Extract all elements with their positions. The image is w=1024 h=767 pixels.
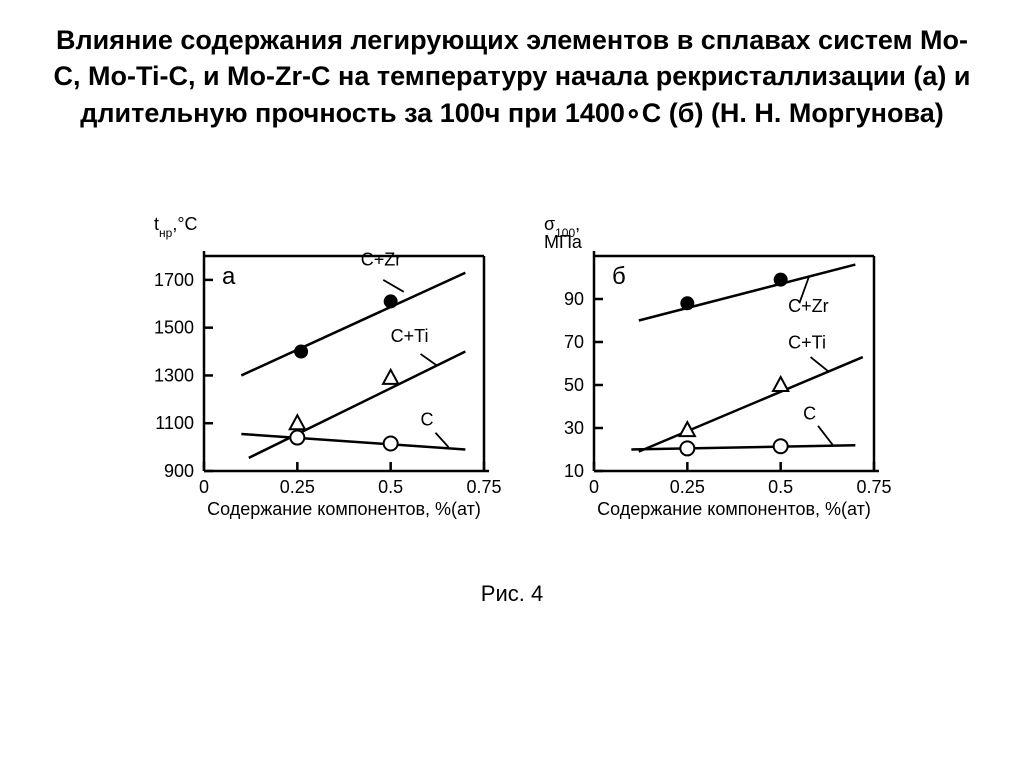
svg-text:C: C [421,410,434,430]
svg-text:а: а [222,263,236,290]
svg-text:70: 70 [564,332,584,352]
svg-text:1100: 1100 [155,414,194,434]
svg-text:0.5: 0.5 [768,477,793,497]
svg-text:Содержание компонентов, %(ат): Содержание компонентов, %(ат) [207,499,481,519]
svg-text:0.5: 0.5 [378,477,403,497]
figure-caption: Рис. 4 [40,581,984,607]
svg-text:0.75: 0.75 [856,477,891,497]
chart-a-svg: 0 0.25 0.5 0.75Содержание компонентов, %(ат… [132,211,502,521]
chart-b-svg: 0 0.25 0.5 0.75Содержание компонентов, %(ат… [522,211,892,521]
svg-text:90: 90 [564,289,584,309]
charts-row: 00.250.50.75Содержание компонентов, %(ат… [40,211,984,521]
svg-text:0.25: 0.25 [280,477,315,497]
chart-a: 0 0.25 0.5 0.75Содержание компонентов, %(ат… [132,211,502,521]
svg-text:C: C [803,404,816,424]
page-title: Влияние содержания легирующих элементов … [52,22,972,131]
svg-text:900: 900 [164,461,194,481]
svg-text:1500: 1500 [154,318,194,338]
svg-text:C+Zr: C+Zr [788,296,829,316]
svg-text:0.25: 0.25 [670,477,705,497]
svg-text:1700: 1700 [154,270,194,290]
svg-text:0: 0 [589,477,599,497]
svg-text:50: 50 [564,375,584,395]
svg-text:C+Zr: C+Zr [361,250,402,270]
svg-text:1300: 1300 [154,366,194,386]
svg-text:МПа: МПа [544,232,583,252]
svg-text:C+Ti: C+Ti [788,333,826,353]
svg-text:10: 10 [564,461,584,481]
svg-text:б: б [612,263,626,290]
svg-text:C+Ti: C+Ti [391,326,429,346]
svg-text:tнр,°С: tнр,°С [154,214,198,240]
svg-text:Содержание компонентов, %(ат): Содержание компонентов, %(ат) [597,499,871,519]
chart-b: 0 0.25 0.5 0.75Содержание компонентов, %(ат… [522,211,892,521]
svg-text:30: 30 [564,418,584,438]
svg-text:0: 0 [199,477,209,497]
svg-text:0.75: 0.75 [466,477,501,497]
